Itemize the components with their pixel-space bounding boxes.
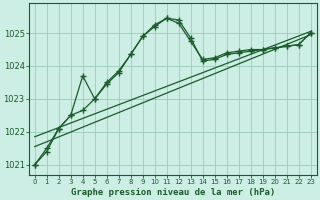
X-axis label: Graphe pression niveau de la mer (hPa): Graphe pression niveau de la mer (hPa)	[70, 188, 275, 197]
